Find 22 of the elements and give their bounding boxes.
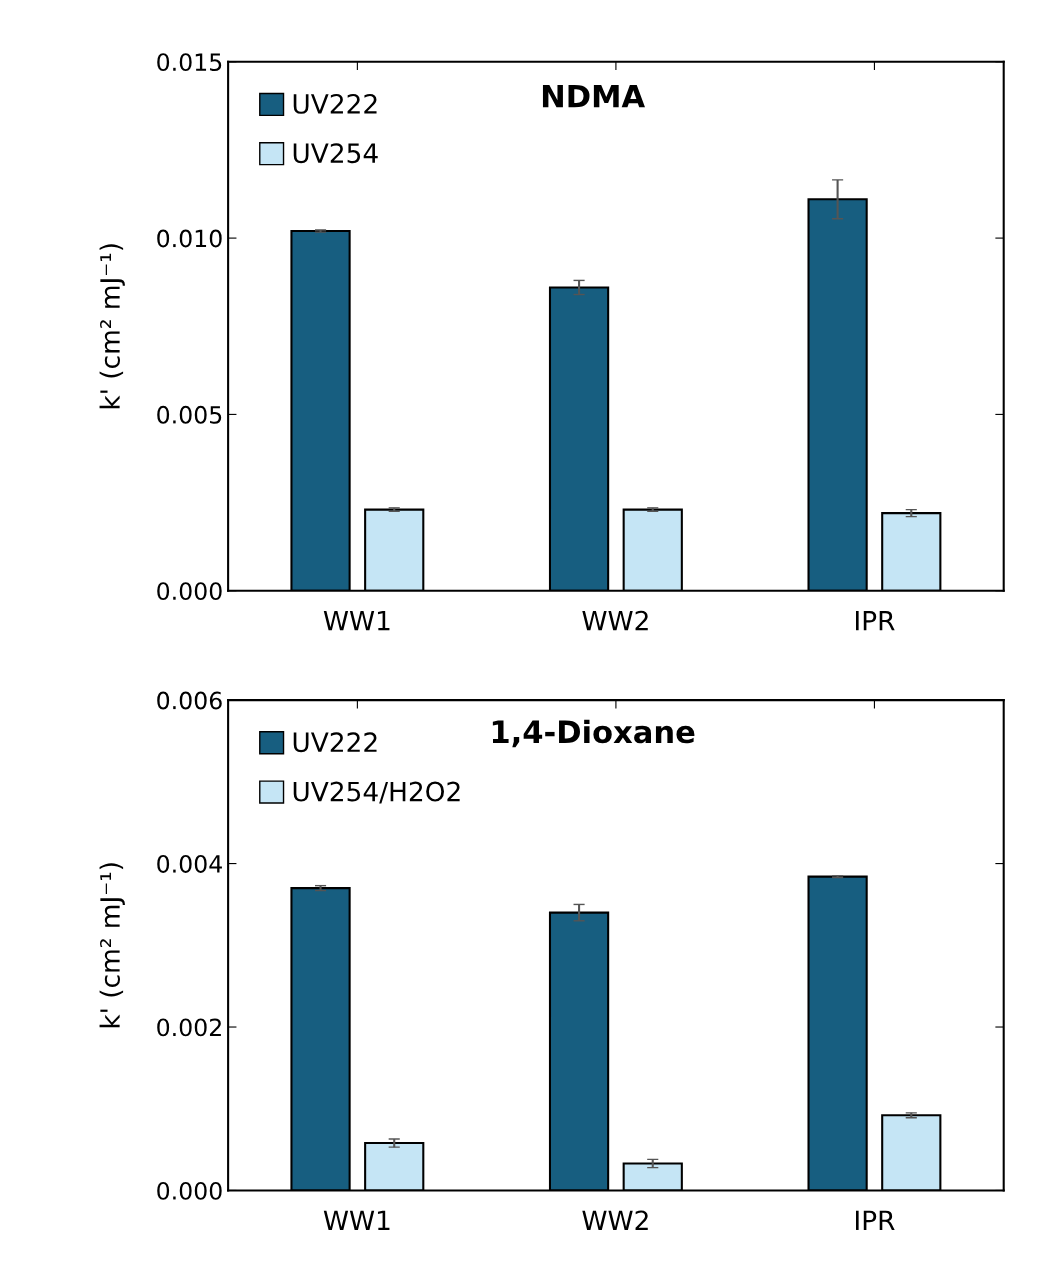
y-tick-label: 0.004 [157, 855, 222, 873]
text: NDMA [542, 84, 645, 108]
text: 1,4-Dioxane [492, 719, 695, 748]
x-tick-label: WW2 [582, 610, 648, 631]
y-tick-label: 0.006 [157, 691, 222, 710]
y-tick-label: 0.010 [157, 229, 222, 248]
x-tick-label: IPR [856, 1210, 895, 1230]
x-tick-label: WW1 [323, 610, 390, 631]
y-tick-label: 0.005 [157, 405, 222, 424]
x-tick-label: IPR [856, 610, 895, 631]
y-tick-label: 0.000 [157, 1181, 222, 1200]
y-axis-title: k' (cm² mJ⁻¹) [99, 244, 125, 409]
y-axis-title: k' (cm² mJ⁻¹) [99, 863, 125, 1028]
x-tick-label: WW2 [582, 1210, 648, 1230]
legend-label: UV254/H2O2 [293, 781, 460, 804]
legend-label: UV222 [293, 93, 377, 114]
legend-label: UV254 [293, 143, 378, 164]
y-tick-label: 0.015 [157, 53, 222, 72]
legend-label: UV222 [293, 732, 377, 753]
x-tick-label: WW1 [323, 1210, 390, 1230]
y-tick-label: 0.000 [157, 582, 222, 601]
y-tick-label: 0.002 [157, 1018, 221, 1037]
